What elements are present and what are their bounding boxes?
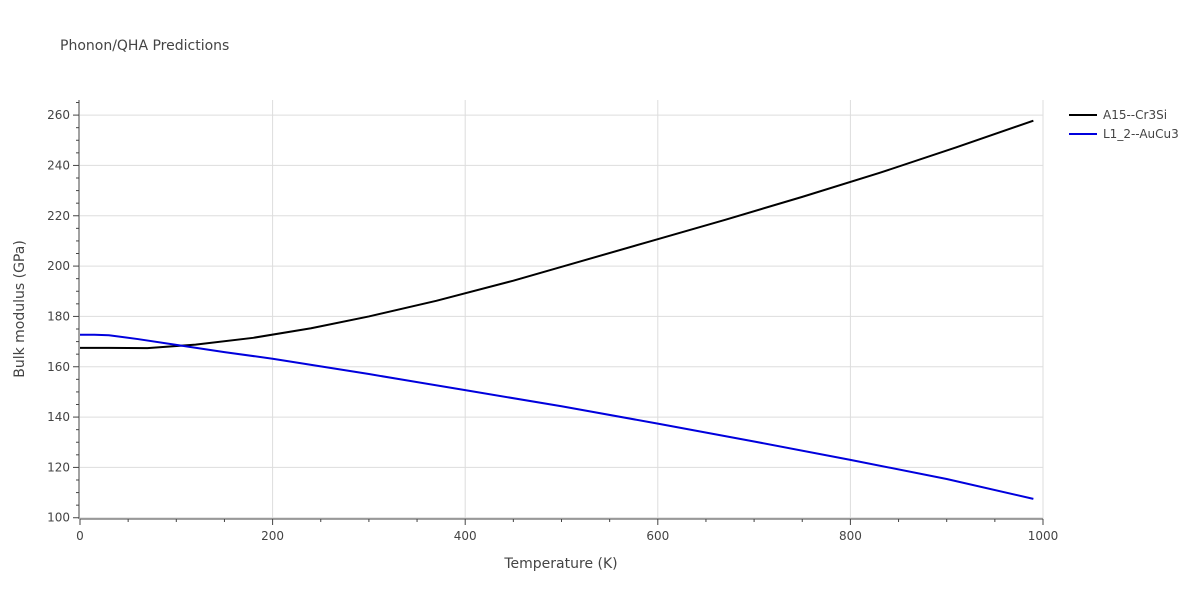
y-tick-label: 160	[47, 360, 70, 374]
chart-title: Phonon/QHA Predictions	[60, 38, 229, 54]
x-axis-label: Temperature (K)	[503, 556, 617, 572]
y-tick-label: 180	[47, 309, 70, 323]
y-tick-label: 200	[47, 259, 70, 273]
x-tick-label: 0	[76, 529, 84, 543]
legend-label: A15--Cr3Si	[1103, 108, 1167, 122]
axis-layer: 100 120 140 160 180 200 220 240 260 0 200 400 600 800…	[47, 100, 1058, 543]
x-tick-label: 200	[261, 529, 284, 543]
y-tick-label: 140	[47, 410, 70, 424]
grid-layer	[80, 100, 1044, 519]
y-tick-label: 100	[47, 511, 70, 525]
x-tick-label: 800	[839, 529, 862, 543]
y-axis-label: Bulk modulus (GPa)	[12, 240, 28, 378]
y-tick-label: 120	[47, 460, 70, 474]
x-tick-label: 1000	[1028, 529, 1059, 543]
legend-label: L1_2--AuCu3	[1103, 127, 1179, 141]
y-tick-label: 220	[47, 209, 70, 223]
series-line-2	[80, 333, 1034, 500]
x-tick-label: 400	[454, 529, 477, 543]
series-line-1	[80, 119, 1034, 350]
x-tick-label: 600	[646, 529, 669, 543]
legend: A15--Cr3Si L1_2--AuCu3	[1069, 108, 1179, 141]
y-tick-label: 260	[47, 108, 70, 122]
y-tick-label: 240	[47, 158, 70, 172]
series-layer	[80, 119, 1034, 500]
